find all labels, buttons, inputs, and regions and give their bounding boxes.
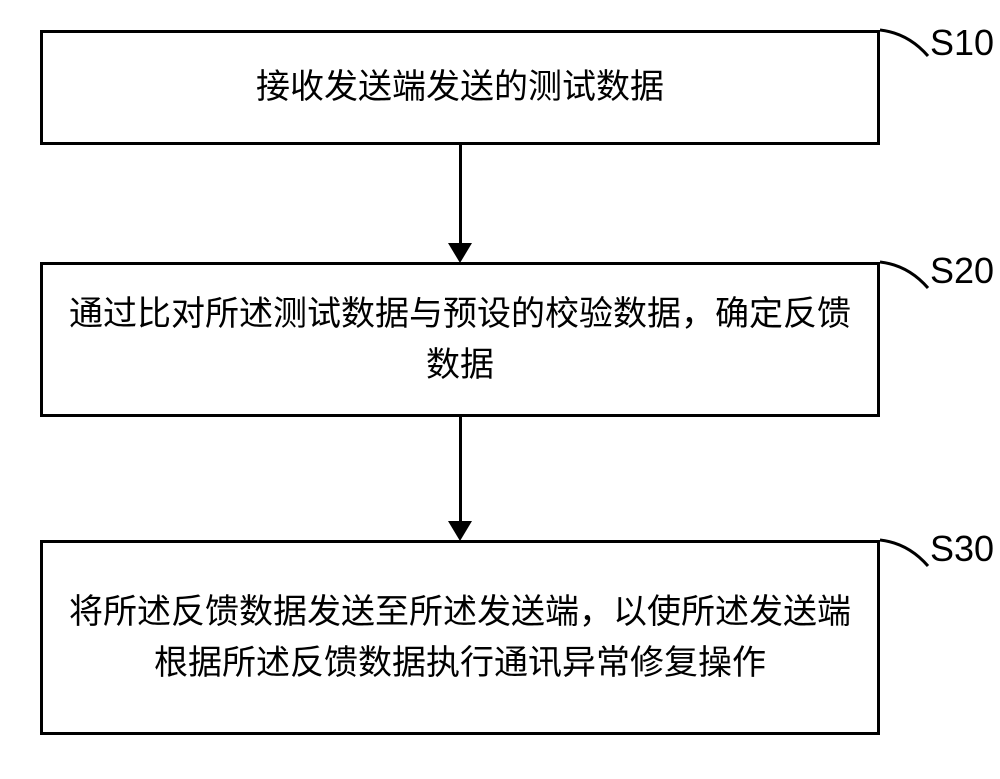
node-label-s30: S30 bbox=[930, 528, 994, 570]
connector-curve-s10 bbox=[878, 28, 938, 68]
arrow-line bbox=[459, 145, 462, 245]
node-text: 通过比对所述测试数据与预设的校验数据，确定反馈数据 bbox=[63, 289, 857, 391]
flowchart-node-s30: 将所述反馈数据发送至所述发送端，以使所述发送端根据所述反馈数据执行通讯异常修复操… bbox=[40, 540, 880, 735]
flowchart-container: 接收发送端发送的测试数据 S10 通过比对所述测试数据与预设的校验数据，确定反馈… bbox=[0, 0, 1000, 779]
node-label-s10: S10 bbox=[930, 22, 994, 64]
node-label-s20: S20 bbox=[930, 250, 994, 292]
arrow-head-icon bbox=[448, 521, 472, 541]
node-text: 接收发送端发送的测试数据 bbox=[256, 62, 664, 113]
flowchart-node-s20: 通过比对所述测试数据与预设的校验数据，确定反馈数据 bbox=[40, 262, 880, 417]
arrow-head-icon bbox=[448, 243, 472, 263]
node-text: 将所述反馈数据发送至所述发送端，以使所述发送端根据所述反馈数据执行通讯异常修复操… bbox=[63, 587, 857, 689]
flowchart-node-s10: 接收发送端发送的测试数据 bbox=[40, 30, 880, 145]
connector-curve-s30 bbox=[878, 538, 938, 578]
connector-curve-s20 bbox=[878, 260, 938, 300]
arrow-line bbox=[459, 417, 462, 522]
